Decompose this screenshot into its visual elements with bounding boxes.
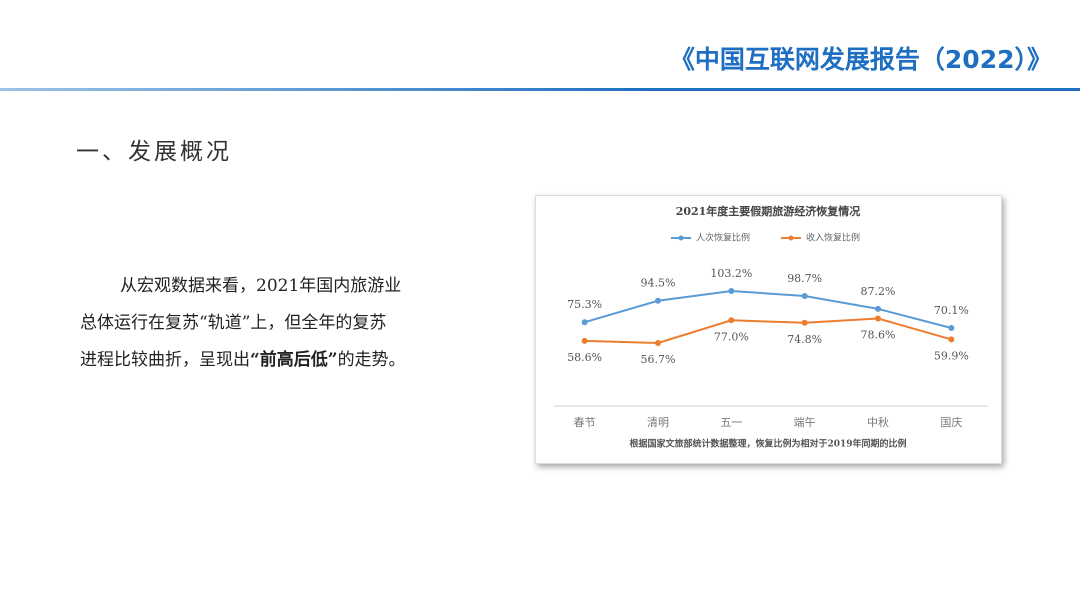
point <box>655 340 661 346</box>
chart-title: 2021年度主要假期旅游经济恢复情况 <box>676 204 861 218</box>
value-label: 103.2% <box>710 267 752 280</box>
legend-label: 人次恢复比例 <box>696 232 750 244</box>
legend-marker <box>788 235 794 241</box>
header-rule <box>0 88 1080 91</box>
section-title: 一、发展概况 <box>76 139 232 165</box>
x-tick-label: 清明 <box>647 416 669 429</box>
legend-label: 收入恢复比例 <box>806 232 860 244</box>
point <box>875 315 881 322</box>
chart-note: 根据国家文旅部统计数据整理，恢复比例为相对于2019年同期的比例 <box>629 438 906 450</box>
chart-card: 2021年度主要假期旅游经济恢复情况 根据国家文旅部统计数据整理，恢复比例为相对… <box>535 195 1002 464</box>
value-label: 70.1% <box>934 304 969 317</box>
x-tick-label: 国庆 <box>940 415 962 429</box>
point <box>801 319 808 326</box>
point <box>728 288 735 294</box>
series-line <box>584 289 952 329</box>
value-label: 87.2% <box>861 285 896 298</box>
point <box>801 293 808 300</box>
x-tick-label: 端午 <box>794 416 816 429</box>
legend-marker <box>678 235 684 241</box>
value-label: 58.6% <box>567 351 602 364</box>
header-title: 《中国互联网发展报告（2022）》 <box>669 45 1052 74</box>
value-label: 78.6% <box>861 329 896 342</box>
value-label: 75.3% <box>567 298 602 311</box>
value-label: 59.9% <box>934 349 969 362</box>
value-label: 94.5% <box>641 277 676 290</box>
value-label: 77.0% <box>714 330 749 343</box>
point <box>948 325 955 332</box>
text: 从宏观数据来看，2021年国内旅游业 <box>120 276 402 296</box>
text: 的走势。 <box>337 350 406 370</box>
point <box>581 337 588 344</box>
point <box>728 317 735 324</box>
value-label: 56.7% <box>641 353 676 366</box>
text: 进程比较曲折，呈现出 <box>80 350 250 370</box>
value-label: 74.8% <box>787 333 822 346</box>
chart: 2021年度主要假期旅游经济恢复情况 根据国家文旅部统计数据整理，恢复比例为相对… <box>554 204 988 450</box>
point <box>875 305 881 312</box>
series-line <box>584 317 952 345</box>
point <box>948 336 955 343</box>
point <box>655 297 661 304</box>
text: 总体运行在复苏“轨道”上，但全年的复苏 <box>80 313 387 333</box>
x-tick-label: 春节 <box>574 416 596 429</box>
paragraph: 从宏观数据来看，2021年国内旅游业 总体运行在复苏“轨道”上，但全年的复苏 进… <box>80 268 500 379</box>
point <box>581 319 588 326</box>
x-tick-label: 中秋 <box>867 415 889 429</box>
x-tick-label: 五一 <box>720 416 742 429</box>
value-label: 98.7% <box>787 272 822 285</box>
emphasis: “前高后低” <box>250 350 338 370</box>
